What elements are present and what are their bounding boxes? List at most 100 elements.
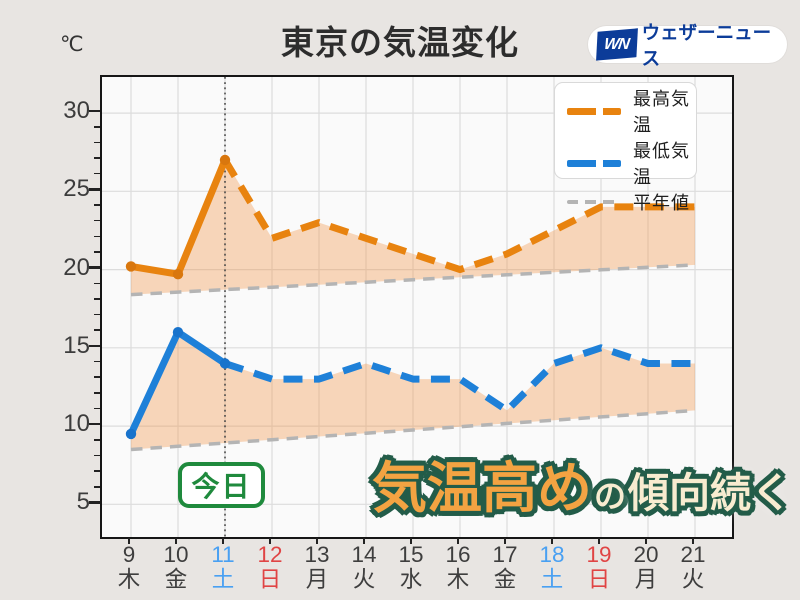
y-minor-tick: [94, 157, 100, 159]
x-tick: [644, 538, 648, 544]
max-temp-point: [125, 261, 137, 272]
legend-item-min: 最低気温: [567, 137, 696, 189]
x-date-label: 15: [398, 542, 424, 567]
min-temp-point: [125, 428, 137, 440]
normal-low-line: [130, 408, 696, 452]
y-tick-label: 10: [63, 410, 90, 438]
min-temp-forecast-line: [223, 344, 695, 414]
x-weekday-label: 金: [164, 567, 188, 592]
y-minor-tick: [94, 313, 100, 316]
y-minor-tick: [94, 407, 100, 410]
headline-particle: の: [594, 478, 627, 514]
min-temp-point: [219, 358, 231, 369]
legend-label: 最低気温: [633, 141, 690, 187]
y-minor-tick: [94, 235, 100, 238]
x-weekday-label: 月: [634, 567, 658, 592]
min-temp-point: [172, 327, 184, 338]
y-minor-tick: [94, 141, 100, 144]
x-tick: [550, 538, 554, 544]
x-date-label: 18: [539, 542, 565, 567]
x-weekday-label: 金: [493, 567, 517, 592]
y-minor-tick: [94, 454, 100, 457]
x-weekday-label: 月: [305, 567, 329, 592]
max-temp-point: [219, 154, 231, 166]
unit-label: ℃: [60, 33, 84, 56]
y-major-tick: [89, 266, 100, 269]
x-tick: [221, 538, 225, 544]
above-normal-area-low: [131, 332, 695, 450]
y-minor-tick: [94, 298, 100, 300]
y-minor-tick: [94, 376, 100, 378]
x-weekday-label: 土: [540, 567, 564, 592]
legend-swatch-normal: [567, 200, 621, 204]
y-major-tick: [89, 188, 100, 191]
x-date-label: 16: [445, 542, 471, 567]
brand-name: ウェザーニュース: [641, 21, 772, 69]
x-date-label: 10: [163, 542, 189, 567]
x-weekday-label: 火: [352, 567, 376, 592]
x-date-label: 14: [351, 542, 377, 567]
y-tick-label: 25: [63, 175, 90, 203]
y-minor-tick: [94, 486, 100, 488]
above-normal-area-high: [131, 160, 695, 295]
y-minor-tick: [94, 360, 100, 363]
y-tick-label: 20: [63, 253, 90, 281]
wn-logo-mark-text: WN: [603, 35, 631, 53]
today-badge-label: 今日: [191, 471, 252, 502]
x-tick: [127, 538, 131, 544]
x-weekday-label: 木: [117, 567, 141, 592]
max-temp-forecast-line: [221, 158, 695, 274]
x-weekday-label: 火: [681, 567, 705, 592]
x-weekday-label: 木: [446, 567, 470, 592]
y-tick-label: 30: [63, 97, 90, 125]
legend-item-normal: 平年値: [567, 189, 696, 215]
x-tick: [597, 538, 601, 544]
wn-logo-icon: WN: [596, 28, 638, 61]
headline-main: 気温高め: [372, 457, 593, 519]
y-minor-tick: [94, 329, 100, 331]
headline-sub: 傾向続く: [628, 470, 793, 516]
x-date-label: 9: [122, 542, 136, 567]
y-major-tick: [89, 109, 100, 113]
x-weekday-label: 土: [211, 567, 235, 592]
x-date-label: 20: [633, 542, 659, 567]
legend-swatch-high: [567, 107, 621, 115]
x-tick: [691, 538, 695, 544]
page-title: 東京の気温変化: [281, 24, 519, 61]
y-minor-tick: [94, 204, 100, 206]
y-major-tick: [89, 344, 100, 348]
y-minor-tick: [94, 172, 100, 175]
y-minor-tick: [94, 470, 100, 472]
x-tick: [409, 538, 413, 544]
x-weekday-label: 水: [399, 567, 423, 592]
plot-area: 最高気温 最低気温 平年値: [100, 75, 734, 539]
legend-swatch-low: [567, 159, 621, 167]
x-date-label: 21: [680, 542, 706, 567]
x-date-label: 12: [257, 542, 283, 567]
y-minor-tick: [94, 392, 100, 394]
y-minor-tick: [94, 282, 100, 284]
y-major-tick: [89, 422, 100, 426]
x-tick: [503, 538, 507, 544]
x-date-label: 19: [586, 542, 612, 567]
x-tick: [362, 538, 366, 544]
x-date-label: 17: [492, 542, 518, 567]
y-major-tick: [89, 501, 100, 504]
x-tick: [456, 538, 460, 544]
x-weekday-label: 日: [587, 567, 611, 592]
legend-item-max: 最高気温: [567, 85, 696, 137]
x-date-label: 11: [211, 542, 235, 567]
normal-high-line: [130, 263, 696, 297]
y-minor-tick: [94, 439, 100, 441]
x-weekday-label: 日: [258, 567, 282, 592]
x-tick: [268, 538, 272, 544]
y-minor-tick: [94, 126, 100, 128]
y-minor-tick: [94, 219, 100, 222]
y-tick-label: 15: [63, 331, 90, 359]
y-minor-tick: [94, 251, 100, 253]
max-temp-point: [172, 269, 184, 280]
y-tick-label: 5: [76, 488, 90, 516]
x-date-label: 13: [304, 542, 330, 567]
legend-label: 最高気温: [633, 89, 690, 135]
